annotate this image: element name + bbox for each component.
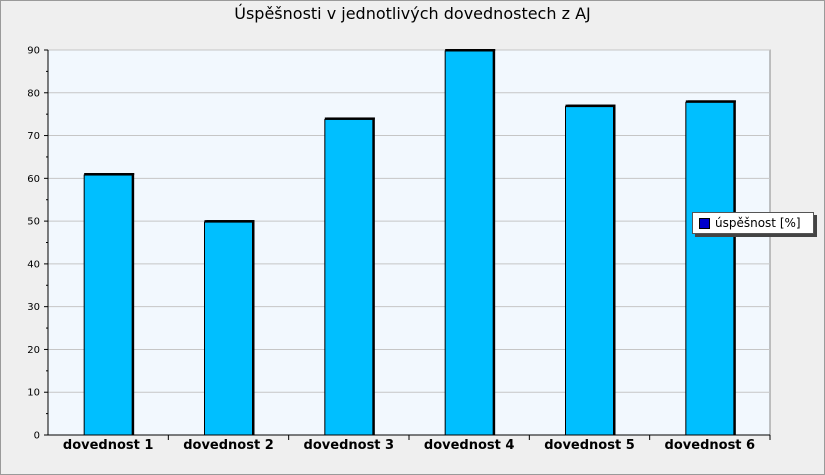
bar: [204, 221, 253, 436]
bar: [565, 106, 614, 436]
y-tick-label: 20: [27, 345, 40, 356]
bar: [83, 174, 133, 436]
y-tick-label: 70: [27, 131, 40, 142]
y-tick-label: 50: [27, 217, 40, 228]
legend: úspěšnost [%]: [692, 212, 814, 234]
legend-swatch: [699, 217, 710, 229]
y-tick-label: 40: [27, 259, 40, 270]
x-tick-label: dovednost 3: [304, 438, 395, 453]
chart-title: Úspěšnosti v jednotlivých dovednostech z…: [234, 4, 591, 23]
x-tick-label: dovednost 2: [183, 438, 274, 453]
bar: [444, 50, 494, 436]
y-tick-label: 10: [27, 388, 40, 399]
x-tick-label: dovednost 1: [63, 438, 154, 453]
x-tick-label: dovednost 4: [424, 438, 515, 453]
x-tick-label: dovednost 6: [665, 438, 756, 453]
y-tick-label: 90: [27, 46, 40, 57]
y-tick-label: 0: [34, 431, 40, 442]
y-tick-label: 60: [27, 174, 40, 185]
x-tick-label: dovednost 5: [544, 438, 635, 453]
y-tick-label: 80: [27, 88, 40, 99]
plot-area: [47, 49, 771, 436]
y-tick-label: 30: [27, 302, 40, 313]
bar: [324, 118, 374, 436]
legend-label: úspěšnost [%]: [715, 216, 801, 230]
bar: [685, 101, 735, 436]
